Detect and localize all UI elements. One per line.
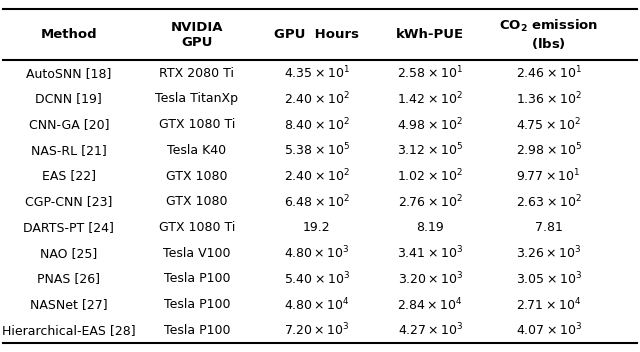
Text: Hierarchical-EAS [28]: Hierarchical-EAS [28] (2, 324, 136, 337)
Text: $4.27 \times 10^{3}$: $4.27 \times 10^{3}$ (397, 322, 463, 339)
Text: CNN-GA [20]: CNN-GA [20] (29, 118, 109, 131)
Text: 8.19: 8.19 (417, 221, 444, 234)
Text: $1.42 \times 10^{2}$: $1.42 \times 10^{2}$ (397, 90, 463, 107)
Text: $4.75 \times 10^{2}$: $4.75 \times 10^{2}$ (516, 116, 581, 133)
Text: $2.84 \times 10^{4}$: $2.84 \times 10^{4}$ (397, 296, 463, 313)
Text: RTX 2080 Ti: RTX 2080 Ti (159, 67, 234, 80)
Text: GTX 1080 Ti: GTX 1080 Ti (159, 221, 235, 234)
Text: NAS-RL [21]: NAS-RL [21] (31, 144, 107, 157)
Text: $2.98 \times 10^{5}$: $2.98 \times 10^{5}$ (516, 142, 582, 159)
Text: Tesla TitanXp: Tesla TitanXp (156, 92, 238, 105)
Text: GTX 1080: GTX 1080 (166, 195, 228, 208)
Text: $6.48 \times 10^{2}$: $6.48 \times 10^{2}$ (284, 193, 349, 210)
Text: Tesla P100: Tesla P100 (164, 298, 230, 311)
Text: $2.58 \times 10^{1}$: $2.58 \times 10^{1}$ (397, 65, 463, 81)
Text: $2.63 \times 10^{2}$: $2.63 \times 10^{2}$ (516, 193, 582, 210)
Text: Tesla K40: Tesla K40 (167, 144, 227, 157)
Text: GTX 1080: GTX 1080 (166, 170, 228, 182)
Text: $1.36 \times 10^{2}$: $1.36 \times 10^{2}$ (516, 90, 582, 107)
Text: $4.98 \times 10^{2}$: $4.98 \times 10^{2}$ (397, 116, 463, 133)
Text: 7.81: 7.81 (535, 221, 563, 234)
Text: $3.20 \times 10^{3}$: $3.20 \times 10^{3}$ (397, 271, 463, 287)
Text: kWh-PUE: kWh-PUE (396, 28, 465, 41)
Text: $3.41 \times 10^{3}$: $3.41 \times 10^{3}$ (397, 245, 463, 262)
Text: AutoSNN [18]: AutoSNN [18] (26, 67, 111, 80)
Text: $3.05 \times 10^{3}$: $3.05 \times 10^{3}$ (516, 271, 582, 287)
Text: PNAS [26]: PNAS [26] (37, 272, 100, 285)
Text: $3.26 \times 10^{3}$: $3.26 \times 10^{3}$ (516, 245, 582, 262)
Text: $2.46 \times 10^{1}$: $2.46 \times 10^{1}$ (516, 65, 582, 81)
Text: $5.38 \times 10^{5}$: $5.38 \times 10^{5}$ (284, 142, 350, 159)
Text: $2.40 \times 10^{2}$: $2.40 \times 10^{2}$ (284, 90, 349, 107)
Text: $4.35 \times 10^{1}$: $4.35 \times 10^{1}$ (284, 65, 350, 81)
Text: $2.71 \times 10^{4}$: $2.71 \times 10^{4}$ (516, 296, 581, 313)
Text: $7.20 \times 10^{3}$: $7.20 \times 10^{3}$ (284, 322, 349, 339)
Text: NASNet [27]: NASNet [27] (30, 298, 108, 311)
Text: NVIDIA
GPU: NVIDIA GPU (170, 20, 223, 49)
Text: GTX 1080 Ti: GTX 1080 Ti (159, 118, 235, 131)
Text: 19.2: 19.2 (303, 221, 331, 234)
Text: $1.02 \times 10^{2}$: $1.02 \times 10^{2}$ (397, 168, 463, 184)
Text: EAS [22]: EAS [22] (42, 170, 96, 182)
Text: $9.77 \times 10^{1}$: $9.77 \times 10^{1}$ (516, 168, 581, 184)
Text: DCNN [19]: DCNN [19] (35, 92, 102, 105)
Text: Method: Method (40, 28, 97, 41)
Text: Tesla V100: Tesla V100 (163, 247, 230, 260)
Text: NAO [25]: NAO [25] (40, 247, 97, 260)
Text: $2.40 \times 10^{2}$: $2.40 \times 10^{2}$ (284, 168, 349, 184)
Text: $8.40 \times 10^{2}$: $8.40 \times 10^{2}$ (284, 116, 349, 133)
Text: $2.76 \times 10^{2}$: $2.76 \times 10^{2}$ (398, 193, 463, 210)
Text: GPU  Hours: GPU Hours (275, 28, 359, 41)
Text: $\mathbf{CO_2}$ $\mathbf{emission}$
$\mathbf{(lbs)}$: $\mathbf{CO_2}$ $\mathbf{emission}$ $\ma… (499, 18, 598, 51)
Text: Tesla P100: Tesla P100 (164, 324, 230, 337)
Text: $4.80 \times 10^{4}$: $4.80 \times 10^{4}$ (284, 296, 349, 313)
Text: Tesla P100: Tesla P100 (164, 272, 230, 285)
Text: DARTS-PT [24]: DARTS-PT [24] (24, 221, 114, 234)
Text: $3.12 \times 10^{5}$: $3.12 \times 10^{5}$ (397, 142, 463, 159)
Text: CGP-CNN [23]: CGP-CNN [23] (25, 195, 113, 208)
Text: $4.80 \times 10^{3}$: $4.80 \times 10^{3}$ (284, 245, 349, 262)
Text: $4.07 \times 10^{3}$: $4.07 \times 10^{3}$ (516, 322, 582, 339)
Text: $5.40 \times 10^{3}$: $5.40 \times 10^{3}$ (284, 271, 350, 287)
